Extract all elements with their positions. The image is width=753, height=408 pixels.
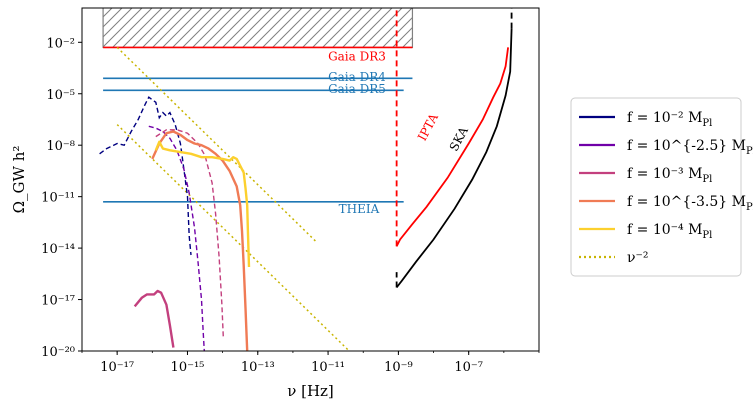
legend: f = 10⁻² MPl f = 10^{-2.5} MPl f = 10⁻³ MP… (570, 97, 753, 277)
x-tick-label: 10⁻¹⁵ (171, 360, 205, 375)
legend-label: f = 10^{-2.5} MPl (627, 138, 753, 157)
y-tick-label: 10⁻¹¹ (41, 191, 75, 206)
y-tick-label: 10⁻¹⁷ (41, 294, 75, 309)
legend-label: ν⁻² (627, 250, 649, 266)
axes: 10⁻¹⁷ 10⁻¹⁵ 10⁻¹³ 10⁻¹¹ 10⁻⁹ 10⁻⁷ 10⁻² 10⁻⁵ 10⁻⁸… (41, 36, 540, 375)
legend-box (570, 97, 742, 277)
y-tick-label: 10⁻¹⁴ (41, 242, 75, 257)
model-curve-1-dashed (99, 96, 192, 256)
pta-ska-curve (395, 28, 513, 289)
x-tick-label: 10⁻¹¹ (311, 360, 345, 375)
legend-label: f = 10⁻² MPl (627, 110, 712, 129)
y-axis-label: Ω_GW h² (10, 146, 28, 214)
plot-area (99, 8, 513, 351)
y-tick-label: 10⁻² (46, 36, 75, 51)
y-tick-label: 10⁻⁸ (46, 139, 75, 154)
x-tick-label: 10⁻¹³ (241, 360, 275, 375)
x-axis-label: ν [Hz] (287, 382, 334, 400)
model-curve-3-dashed (155, 129, 224, 338)
plot-frame (81, 7, 540, 352)
model-curve-5-solid (154, 140, 251, 268)
legend-label: f = 10⁻⁴ MPl (627, 222, 712, 241)
annotation-gaia-dr5: Gaia DR5 (328, 82, 386, 96)
legend-label: f = 10⁻³ MPl (627, 166, 712, 185)
x-tick-label: 10⁻⁷ (454, 360, 483, 375)
model-curve-4-solid (151, 130, 249, 351)
annotation-theia: THEIA (339, 202, 380, 216)
model-curve-3-solid (133, 289, 175, 348)
annotation-ipta: IPTA (415, 111, 441, 143)
nu-minus-two-line-1 (116, 46, 319, 244)
x-tick-label: 10⁻¹⁷ (100, 360, 134, 375)
y-tick-label: 10⁻⁵ (46, 88, 75, 103)
model-curve-2-dashed (148, 125, 205, 351)
pta-ipta-curve (395, 47, 509, 247)
annotation-gaia-dr4: Gaia DR4 (328, 70, 386, 84)
x-tick-label: 10⁻⁹ (384, 360, 413, 375)
nu-minus-two-line-2 (116, 124, 350, 351)
annotation-gaia-dr3: Gaia DR3 (328, 49, 386, 63)
annotation-ska: SKA (447, 124, 471, 153)
y-tick-label: 10⁻²⁰ (41, 345, 75, 360)
legend-label: f = 10^{-3.5} MPl (627, 194, 753, 213)
axis-labels: ν [Hz] Ω_GW h² (10, 146, 334, 400)
excluded-region (102, 8, 414, 49)
